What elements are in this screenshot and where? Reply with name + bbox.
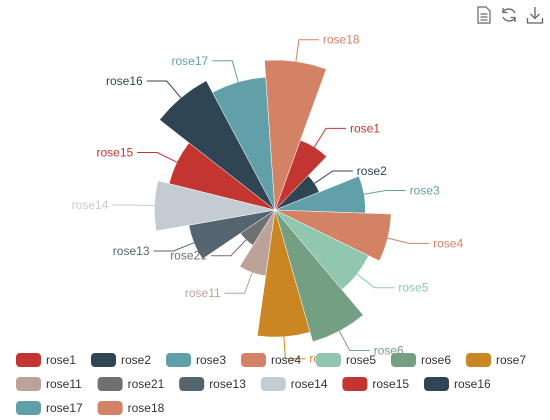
leader-rose4 (387, 237, 430, 244)
label-rose5: rose5 (398, 281, 428, 295)
legend-item-rose6[interactable]: rose6 (391, 353, 451, 367)
sector-rose18[interactable] (264, 59, 327, 211)
legend-item-rose21[interactable]: rose21 (97, 377, 165, 391)
legend-item-rose7[interactable]: rose7 (466, 353, 526, 367)
legend-swatch (16, 353, 41, 367)
legend-label: rose3 (196, 353, 226, 367)
leader-rose2 (314, 170, 353, 184)
leader-rose11 (224, 272, 253, 294)
sector-rose14[interactable] (154, 180, 276, 232)
legend-item-rose13[interactable]: rose13 (179, 377, 246, 391)
leader-rose18 (295, 39, 319, 62)
legend-label: rose16 (454, 377, 491, 391)
legend-item-rose15[interactable]: rose15 (342, 377, 409, 391)
leader-rose5 (356, 273, 395, 289)
legend-swatch (179, 377, 205, 391)
legend-label: rose5 (346, 353, 376, 367)
label-rose17: rose17 (171, 54, 208, 68)
label-rose4: rose4 (433, 236, 463, 250)
label-rose1: rose1 (350, 121, 380, 135)
legend-item-rose1[interactable]: rose1 (16, 353, 76, 367)
label-rose3: rose3 (410, 184, 440, 198)
legend-item-rose16[interactable]: rose16 (424, 377, 491, 391)
rose-sectors (154, 59, 392, 343)
leader-rose1 (313, 127, 346, 148)
legend-item-rose2[interactable]: rose2 (91, 353, 151, 367)
label-rose2: rose2 (357, 164, 387, 178)
legend-label: rose18 (128, 401, 165, 415)
leader-rose13 (153, 242, 195, 252)
label-rose16: rose16 (106, 74, 143, 88)
legend-item-rose5[interactable]: rose5 (316, 353, 376, 367)
legend-swatch (466, 353, 491, 367)
label-leader-lines (112, 39, 430, 360)
legend-swatch (166, 353, 191, 367)
legend-item-rose4[interactable]: rose4 (241, 353, 301, 367)
legend-item-rose18[interactable]: rose18 (97, 401, 165, 415)
legend-item-rose11[interactable]: rose11 (16, 377, 82, 391)
restore-icon[interactable] (500, 6, 518, 24)
label-rose11: rose11 (185, 286, 221, 300)
legend-label: rose7 (496, 353, 526, 367)
legend-label: rose14 (291, 377, 328, 391)
leader-rose21 (210, 239, 247, 257)
toolbox (476, 6, 544, 24)
legend-item-rose14[interactable]: rose14 (260, 377, 328, 391)
label-rose14: rose14 (72, 198, 109, 212)
legend-swatch (391, 353, 416, 367)
legend-swatch (424, 377, 449, 391)
data-view-icon[interactable] (476, 6, 492, 24)
legend-swatch (91, 353, 116, 367)
legend-label: rose17 (46, 401, 83, 415)
legend-swatch (97, 377, 123, 391)
sector-rose6[interactable] (274, 209, 364, 343)
legend-swatch (260, 377, 286, 391)
legend-item-rose17[interactable]: rose17 (16, 401, 83, 415)
save-image-icon[interactable] (526, 6, 544, 24)
label-rose13: rose13 (113, 244, 150, 258)
legend-label: rose2 (121, 353, 151, 367)
leader-rose7 (283, 336, 306, 360)
sector-rose11[interactable] (239, 209, 276, 277)
legend-swatch (16, 401, 41, 415)
leader-rose15 (137, 152, 178, 163)
legend-swatch (16, 377, 41, 391)
leader-rose14 (112, 204, 155, 207)
legend-item-rose3[interactable]: rose3 (166, 353, 226, 367)
label-rose15: rose15 (96, 146, 133, 160)
legend-swatch (316, 353, 341, 367)
legend-label: rose11 (46, 377, 82, 391)
legend: rose1 rose2 rose3 rose4 rose5 rose6 rose7 rose1… (16, 353, 526, 415)
legend-label: rose1 (46, 353, 76, 367)
leader-rose16 (146, 80, 182, 99)
leader-rose17 (212, 60, 239, 83)
leader-rose3 (364, 190, 406, 195)
legend-label: rose4 (271, 353, 301, 367)
sector-rose16[interactable] (159, 80, 276, 211)
legend-swatch (342, 377, 368, 391)
legend-label: rose21 (128, 377, 165, 391)
legend-swatch (241, 353, 266, 367)
sector-rose7[interactable] (257, 209, 311, 338)
legend-label: rose13 (209, 377, 246, 391)
legend-label: rose6 (421, 353, 451, 367)
legend-label: rose15 (372, 377, 409, 391)
legend-swatch (97, 401, 123, 415)
leader-rose6 (338, 330, 370, 351)
label-rose21: rose21 (170, 249, 207, 263)
label-rose18: rose18 (323, 33, 360, 47)
